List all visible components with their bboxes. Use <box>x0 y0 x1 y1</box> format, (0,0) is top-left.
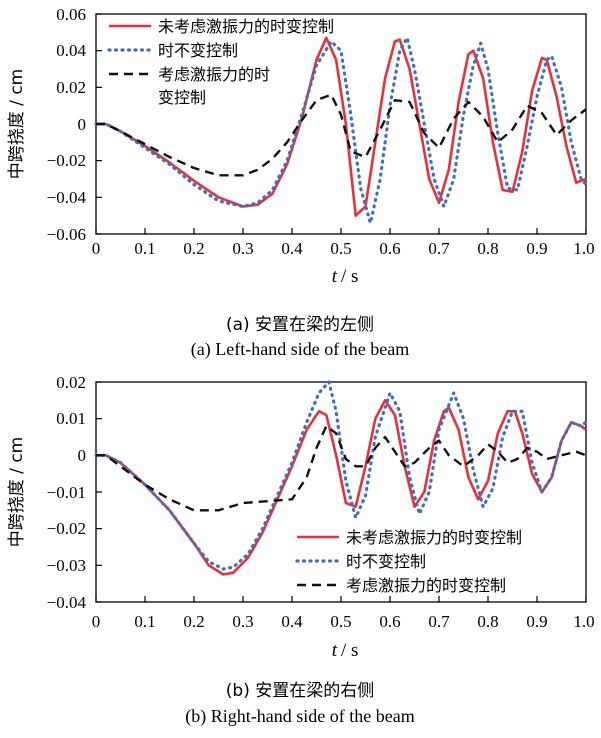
panel-a-ytick-label: 0 <box>78 115 87 134</box>
panel-a-ytick-label: −0.02 <box>47 151 86 170</box>
panel-a-x-axis-label-unit: / s <box>341 266 358 287</box>
panel-a-caption-en: (a) Left-hand side of the beam <box>191 339 409 360</box>
panel-a-ytick-label: 0.04 <box>56 41 86 60</box>
panel-a-legend-label-line1: 考虑激振力的时 <box>158 65 270 84</box>
panel-a-ytick-label: −0.06 <box>47 225 86 244</box>
panel-a-xtick-label: 0.7 <box>428 239 450 258</box>
panel-b-xtick-label: 0 <box>92 612 101 631</box>
panel-b-xtick-label: 0.9 <box>526 612 547 631</box>
panel-a-series-line-solid <box>96 36 587 217</box>
panel-a-series-line-dashed <box>96 93 587 177</box>
panel-a-xtick-label: 0.1 <box>134 239 155 258</box>
panel-b-caption-cn: (b) 安置在梁的右侧 <box>226 681 374 701</box>
panel-b-xtick-label: 0.3 <box>232 612 253 631</box>
panel-b-xtick-label: 1.0 <box>573 612 594 631</box>
panel-b-ytick-label: −0.02 <box>47 519 86 538</box>
panel-b-xtick-label: 0.8 <box>477 612 498 631</box>
panel-b-xtick-label: 0.4 <box>281 612 303 631</box>
panel-a-legend-label-line2: 变控制 <box>158 88 206 107</box>
panel-b-xtick-label: 0.6 <box>379 612 400 631</box>
panel-a-xtick-label: 0.2 <box>183 239 204 258</box>
panel-a-xtick-label: 0.5 <box>330 239 351 258</box>
panel-b-x-axis-label-unit: / s <box>341 640 358 661</box>
panel-b-xtick-label: 0.5 <box>330 612 351 631</box>
panel-a-ytick-label: −0.04 <box>47 188 87 207</box>
panel-b-ytick-label: 0.02 <box>56 373 86 392</box>
panel-a-xtick-label: 0.8 <box>477 239 498 258</box>
panel-b-ytick-label: −0.04 <box>47 593 87 612</box>
panel-b-legend-label: 考虑激振力的时变控制 <box>346 576 506 595</box>
panel-a-xtick-label: 0.9 <box>526 239 547 258</box>
panel-b-x-axis-label-var: t <box>332 640 338 661</box>
panel-a-legend-label: 时不变控制 <box>158 41 238 60</box>
panel-b-ytick-label: −0.01 <box>47 483 86 502</box>
panel-b-legend: 未考虑激振力的时变控制 时不变控制 考虑激振力的时变控制 <box>295 528 522 595</box>
panel-b-legend-label: 时不变控制 <box>346 552 426 571</box>
panel-a-ytick-label: 0.06 <box>56 5 86 24</box>
panel-b-series <box>94 380 588 576</box>
panel-b-ytick-label: −0.03 <box>47 556 86 575</box>
panel-b-y-axis-label: 中跨挠度 / cm <box>7 437 27 547</box>
panel-a-x-axis-label-var: t <box>332 266 338 287</box>
panel-a-xtick-label: 0 <box>92 239 101 258</box>
panel-b-series-line-dashed <box>96 424 587 512</box>
panel-b-ytick-label: 0 <box>78 446 87 465</box>
panel-b-series-line-solid <box>96 398 587 576</box>
panel-a: 0.06 0.04 0.02 0 −0.02 −0.04 −0.06 0 0.1… <box>7 5 595 360</box>
panel-a-series-line-dotted <box>94 36 588 225</box>
panel-a-xtick-label: 0.3 <box>232 239 253 258</box>
panel-a-legend: 未考虑激振力的时变控制 时不变控制 考虑激振力的时 变控制 <box>107 17 334 107</box>
panel-b: 0.02 0.01 0 −0.01 −0.02 −0.03 −0.04 0 0.… <box>7 373 595 727</box>
panel-a-y-axis-label: 中跨挠度 / cm <box>7 69 27 179</box>
panel-b-xtick-label: 0.7 <box>428 612 450 631</box>
panel-b-xtick-label: 0.1 <box>134 612 155 631</box>
panel-a-ytick-label: 0.02 <box>56 78 86 97</box>
panel-b-ytick-label: 0.01 <box>56 409 86 428</box>
panel-a-ticks <box>95 13 587 235</box>
panel-a-caption-cn: (a) 安置在梁的左侧 <box>226 315 374 335</box>
panel-a-series <box>94 36 588 225</box>
panel-a-xtick-label: 0.4 <box>281 239 303 258</box>
panel-a-xtick-label: 0.6 <box>379 239 400 258</box>
panel-a-xtick-label: 1.0 <box>573 239 594 258</box>
panel-b-xtick-label: 0.2 <box>183 612 204 631</box>
panel-a-legend-label: 未考虑激振力的时变控制 <box>158 17 334 36</box>
panel-b-legend-label: 未考虑激振力的时变控制 <box>346 528 522 547</box>
panel-b-caption-en: (b) Right-hand side of the beam <box>185 706 414 727</box>
